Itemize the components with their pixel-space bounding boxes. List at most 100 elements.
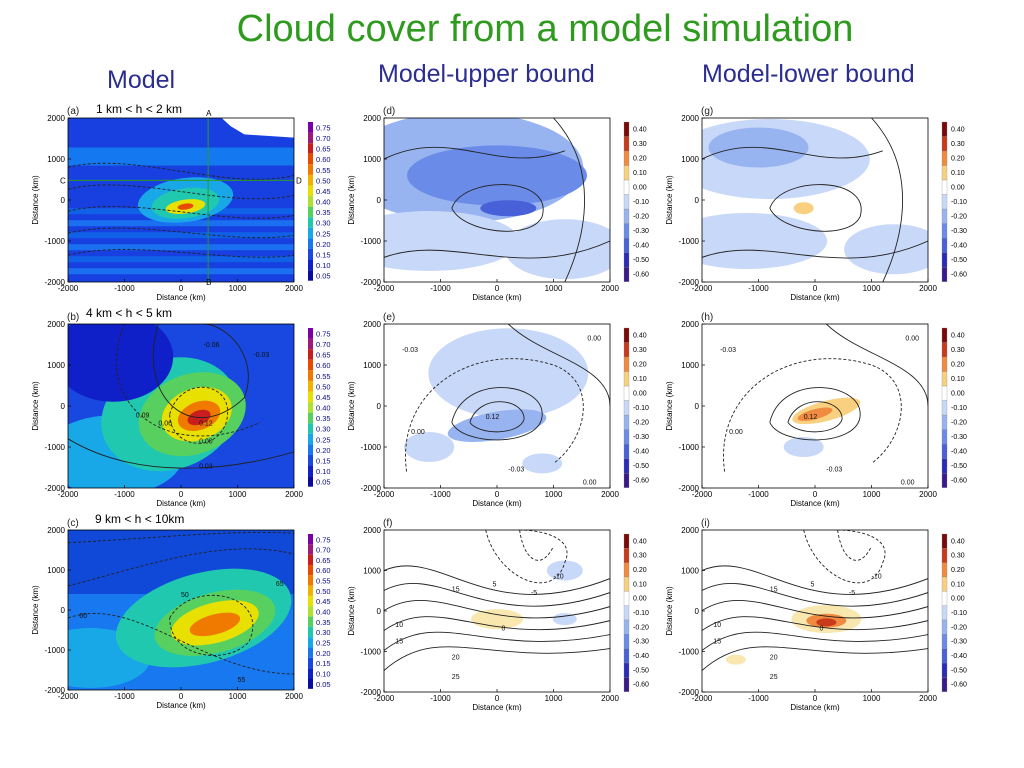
colorbar-swatch [941, 342, 948, 358]
contour-line [405, 358, 584, 472]
colorbar-swatch [308, 132, 313, 144]
colorbar-swatch [941, 472, 948, 488]
colorbar-label: 0.35 [316, 414, 331, 423]
contour-label: 15 [452, 587, 460, 594]
y-tick-label: 0 [377, 196, 382, 205]
colorbar-swatch [623, 179, 630, 195]
colorbar-swatch [623, 121, 630, 137]
y-tick-label: 2000 [363, 114, 381, 123]
colorbar-label: 0.40 [316, 608, 331, 617]
colorbar-label: 0.45 [316, 393, 331, 402]
x-tick-label: -2000 [692, 694, 713, 703]
colorbar-swatch [623, 443, 630, 459]
colorbar-swatch [308, 476, 313, 487]
contour-line [553, 118, 586, 282]
colorbar-swatch [308, 454, 313, 466]
heatmap-band [68, 232, 294, 239]
colorbar-label: -0.20 [633, 214, 649, 221]
contour-label: 10 [395, 622, 403, 629]
cloud-region [793, 202, 814, 215]
plot-area [384, 118, 610, 282]
y-tick-label: -1000 [679, 443, 700, 452]
x-tick-label: 2000 [601, 284, 619, 293]
colorbar-label: 0.30 [633, 141, 647, 148]
contour-label: 0.00 [583, 480, 597, 487]
colorbar-label: 0.30 [316, 425, 331, 434]
plot-area: -0.03 0.00 -0.03 0.12 0.00 0.00 [384, 324, 610, 488]
x-tick-label: -1000 [748, 490, 769, 499]
colorbar-label: 0.55 [316, 577, 331, 586]
heatmap-band [68, 244, 294, 251]
column-head-upper: Model-upper bound [378, 60, 595, 88]
colorbar-label: 0.25 [316, 229, 331, 238]
colorbar-swatch [623, 533, 630, 549]
plot-area: 15 5 10 15 20 25 -5 -10 0 [384, 530, 610, 692]
colorbar-label: -0.10 [633, 610, 649, 617]
x-tick-label: 0 [813, 284, 818, 293]
colorbar-swatch [308, 248, 313, 260]
colorbar-label: 0.30 [316, 219, 331, 228]
panel-g: -2000 -1000 0 1000 2000 2000 1000 0 -1000 -2000 Di… [665, 106, 967, 302]
colorbar-swatch [308, 637, 313, 648]
y-tick-label: 0 [61, 606, 66, 615]
colorbar-label: -0.40 [633, 653, 649, 660]
colorbar-label: 0.50 [316, 382, 331, 391]
colorbar-swatch [308, 217, 313, 228]
y-tick-label: -2000 [45, 686, 66, 695]
colorbar-swatch [623, 634, 630, 649]
colorbar-swatch [308, 206, 313, 218]
colorbar-label: -0.30 [951, 434, 967, 441]
x-tick-label: 1000 [229, 692, 247, 701]
colorbar-swatch [623, 605, 630, 621]
colorbar-label: -0.10 [633, 405, 649, 412]
y-tick-label: -2000 [361, 278, 382, 287]
plot-area [702, 118, 928, 282]
y-tick-label: 1000 [363, 567, 381, 576]
cloud-region [480, 200, 537, 217]
y-tick-label: -2000 [45, 484, 66, 493]
plot-area [68, 118, 294, 282]
y-axis-label: Distance (km) [665, 175, 674, 225]
panel-letter: (d) [383, 106, 395, 117]
colorbar-swatch [308, 423, 313, 434]
contour-line [68, 184, 294, 200]
cloud-region [68, 324, 174, 402]
colorbar-swatch [941, 252, 948, 268]
contour-line [68, 532, 294, 544]
colorbar-label: -0.10 [951, 405, 967, 412]
contour-line [384, 646, 610, 671]
colorbar-label: 0.10 [633, 581, 647, 588]
x-axis-label: Distance (km) [790, 499, 840, 508]
panel-letter: (e) [383, 312, 395, 323]
label-C: C [60, 176, 66, 185]
panel-letter: (a) [67, 106, 79, 117]
colorbar-swatch [308, 349, 313, 360]
x-tick-label: -2000 [692, 284, 713, 293]
colorbar-label: 0.25 [316, 638, 331, 647]
colorbar-swatch [623, 414, 630, 430]
contour-label: 0 [502, 625, 506, 632]
colorbar-swatch [941, 136, 948, 152]
colorbar-swatch [308, 328, 313, 339]
contour-line [507, 324, 610, 407]
colorbar-label: 0.05 [316, 272, 331, 281]
x-axis-label: Distance (km) [472, 703, 522, 712]
x-tick-label: -2000 [58, 490, 79, 499]
colorbar-swatch [941, 634, 948, 649]
colorbar-label: -0.60 [633, 682, 649, 689]
x-tick-label: 2000 [919, 490, 937, 499]
colorbar-label: 0.30 [633, 347, 647, 354]
y-tick-label: 1000 [47, 361, 65, 370]
colorbar-label: 0.10 [633, 376, 647, 383]
x-tick-label: 2000 [919, 284, 937, 293]
cloud-region [546, 560, 583, 581]
panel-letter: (h) [701, 312, 713, 323]
contour-label: 0.06 [158, 421, 172, 428]
cloud-region [783, 437, 824, 457]
contour-line [871, 118, 904, 282]
colorbar-label: 0.30 [951, 141, 965, 148]
column-head-model: Model [107, 66, 176, 94]
contour-line [787, 401, 843, 433]
colorbar-swatch [308, 338, 313, 350]
contour-label: 55 [238, 677, 246, 684]
